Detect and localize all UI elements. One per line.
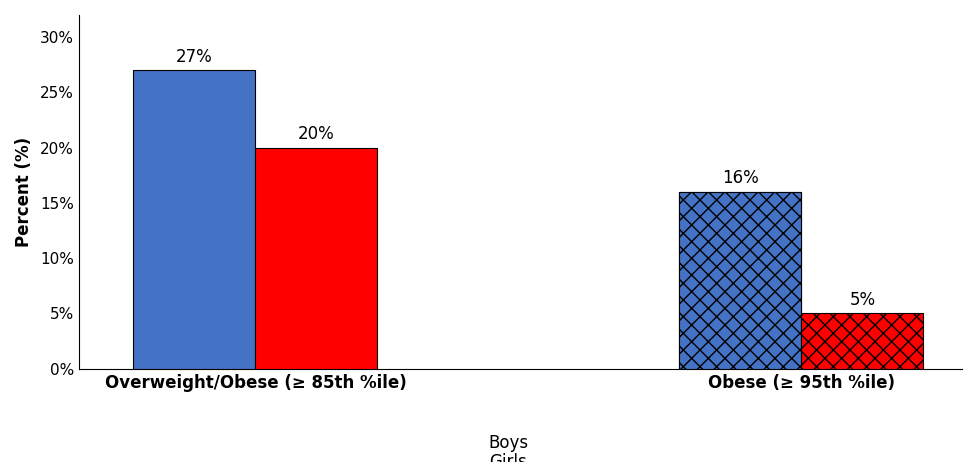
- Bar: [679, 192, 801, 369]
- Bar: [679, 192, 801, 369]
- Bar: [134, 70, 255, 369]
- Text: 20%: 20%: [298, 125, 335, 143]
- Text: 16%: 16%: [722, 170, 759, 188]
- Bar: [801, 313, 923, 369]
- Y-axis label: Percent (%): Percent (%): [15, 137, 33, 247]
- Bar: [255, 148, 377, 369]
- Text: Boys: Boys: [488, 434, 529, 452]
- Text: Girls: Girls: [489, 453, 527, 462]
- Text: 27%: 27%: [176, 48, 213, 66]
- Text: 5%: 5%: [849, 291, 875, 309]
- Bar: [679, 192, 801, 369]
